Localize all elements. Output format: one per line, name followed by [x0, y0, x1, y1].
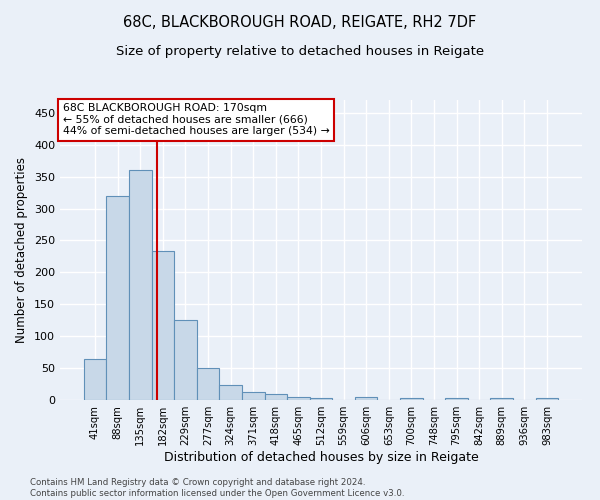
X-axis label: Distribution of detached houses by size in Reigate: Distribution of detached houses by size … [164, 451, 478, 464]
Bar [265, 394, 287, 400]
Bar [174, 320, 197, 400]
Bar [220, 386, 242, 400]
Text: 68C BLACKBOROUGH ROAD: 170sqm
← 55% of detached houses are smaller (666)
44% of : 68C BLACKBOROUGH ROAD: 170sqm ← 55% of d… [62, 103, 329, 136]
Bar [310, 398, 332, 400]
Bar [400, 398, 422, 400]
Bar [490, 398, 513, 400]
Bar [129, 170, 152, 400]
Bar [242, 392, 265, 400]
Bar [152, 252, 174, 400]
Bar [536, 398, 558, 400]
Bar [106, 196, 129, 400]
Bar [445, 398, 468, 400]
Bar [355, 398, 377, 400]
Text: 68C, BLACKBOROUGH ROAD, REIGATE, RH2 7DF: 68C, BLACKBOROUGH ROAD, REIGATE, RH2 7DF [124, 15, 476, 30]
Y-axis label: Number of detached properties: Number of detached properties [16, 157, 28, 343]
Text: Contains HM Land Registry data © Crown copyright and database right 2024.
Contai: Contains HM Land Registry data © Crown c… [30, 478, 404, 498]
Bar [287, 397, 310, 400]
Bar [84, 358, 106, 400]
Text: Size of property relative to detached houses in Reigate: Size of property relative to detached ho… [116, 45, 484, 58]
Bar [197, 368, 220, 400]
